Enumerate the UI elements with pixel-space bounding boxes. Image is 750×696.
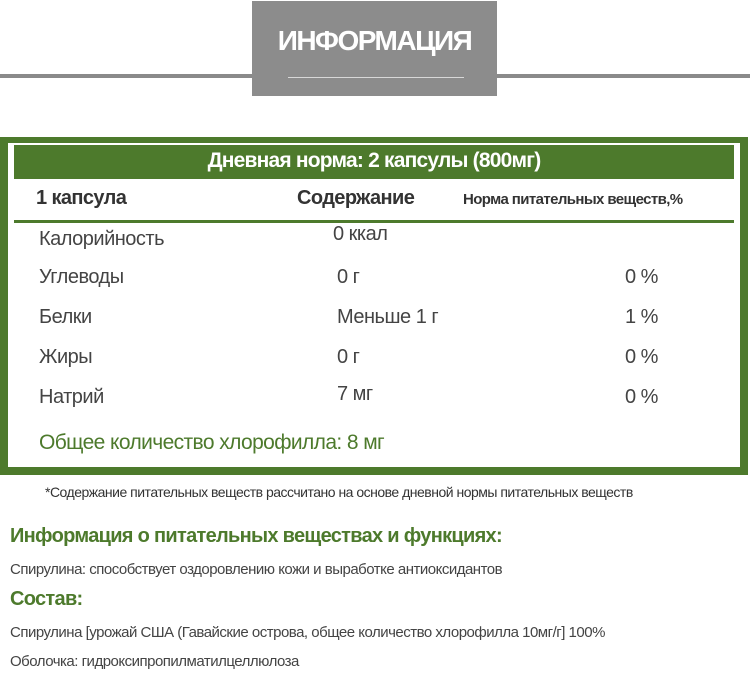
table-row: Жиры 0 г 0 % bbox=[8, 346, 740, 384]
table-header: Дневная норма: 2 капсулы (800мг) bbox=[14, 145, 734, 179]
row-percent: 0 % bbox=[625, 346, 658, 368]
table-row: Белки Меньше 1 г 1 % bbox=[8, 306, 740, 344]
row-name: Углеводы bbox=[39, 266, 124, 288]
chlorophyll-total: Общее количество хлорофилла: 8 мг bbox=[39, 431, 385, 454]
header-separator bbox=[14, 220, 734, 223]
column-header-content: Содержание bbox=[297, 187, 415, 209]
row-content: 7 мг bbox=[337, 383, 373, 405]
row-name: Белки bbox=[39, 306, 92, 328]
row-content: Меньше 1 г bbox=[337, 306, 439, 328]
table-row: Калорийность 0 ккал bbox=[8, 223, 740, 266]
row-content: 0 г bbox=[337, 266, 360, 288]
page-title: ИНФОРМАЦИЯ bbox=[277, 25, 473, 56]
row-content: 0 г bbox=[337, 346, 360, 368]
table-row: Углеводы 0 г 0 % bbox=[8, 266, 740, 304]
footnote: *Содержание питательных веществ рассчита… bbox=[45, 484, 633, 500]
composition-heading: Состав: bbox=[10, 588, 83, 610]
row-percent: 1 % bbox=[625, 306, 658, 328]
info-text: Спирулина: способствует оздоровлению кож… bbox=[10, 561, 503, 578]
composition-line: Спирулина [урожай США (Гавайские острова… bbox=[10, 624, 605, 641]
nutrition-table: Дневная норма: 2 капсулы (800мг) 1 капсу… bbox=[0, 137, 748, 475]
table-row: Натрий 7 мг 0 % bbox=[8, 383, 740, 424]
row-percent: 0 % bbox=[625, 386, 658, 408]
row-name: Калорийность bbox=[39, 228, 165, 250]
row-percent: 0 % bbox=[625, 266, 658, 288]
title-banner: ИНФОРМАЦИЯ bbox=[252, 1, 497, 96]
info-heading: Информация о питательных веществах и фун… bbox=[10, 525, 503, 547]
composition-line: Оболочка: гидроксипропилматилцеллюлоза bbox=[10, 653, 299, 670]
column-header-name: 1 капсула bbox=[36, 187, 127, 209]
column-header-percent: Норма питательных веществ,% bbox=[463, 191, 683, 208]
title-underline bbox=[288, 77, 464, 78]
row-name: Жиры bbox=[39, 346, 93, 368]
row-content: 0 ккал bbox=[333, 223, 388, 245]
row-name: Натрий bbox=[39, 386, 104, 408]
